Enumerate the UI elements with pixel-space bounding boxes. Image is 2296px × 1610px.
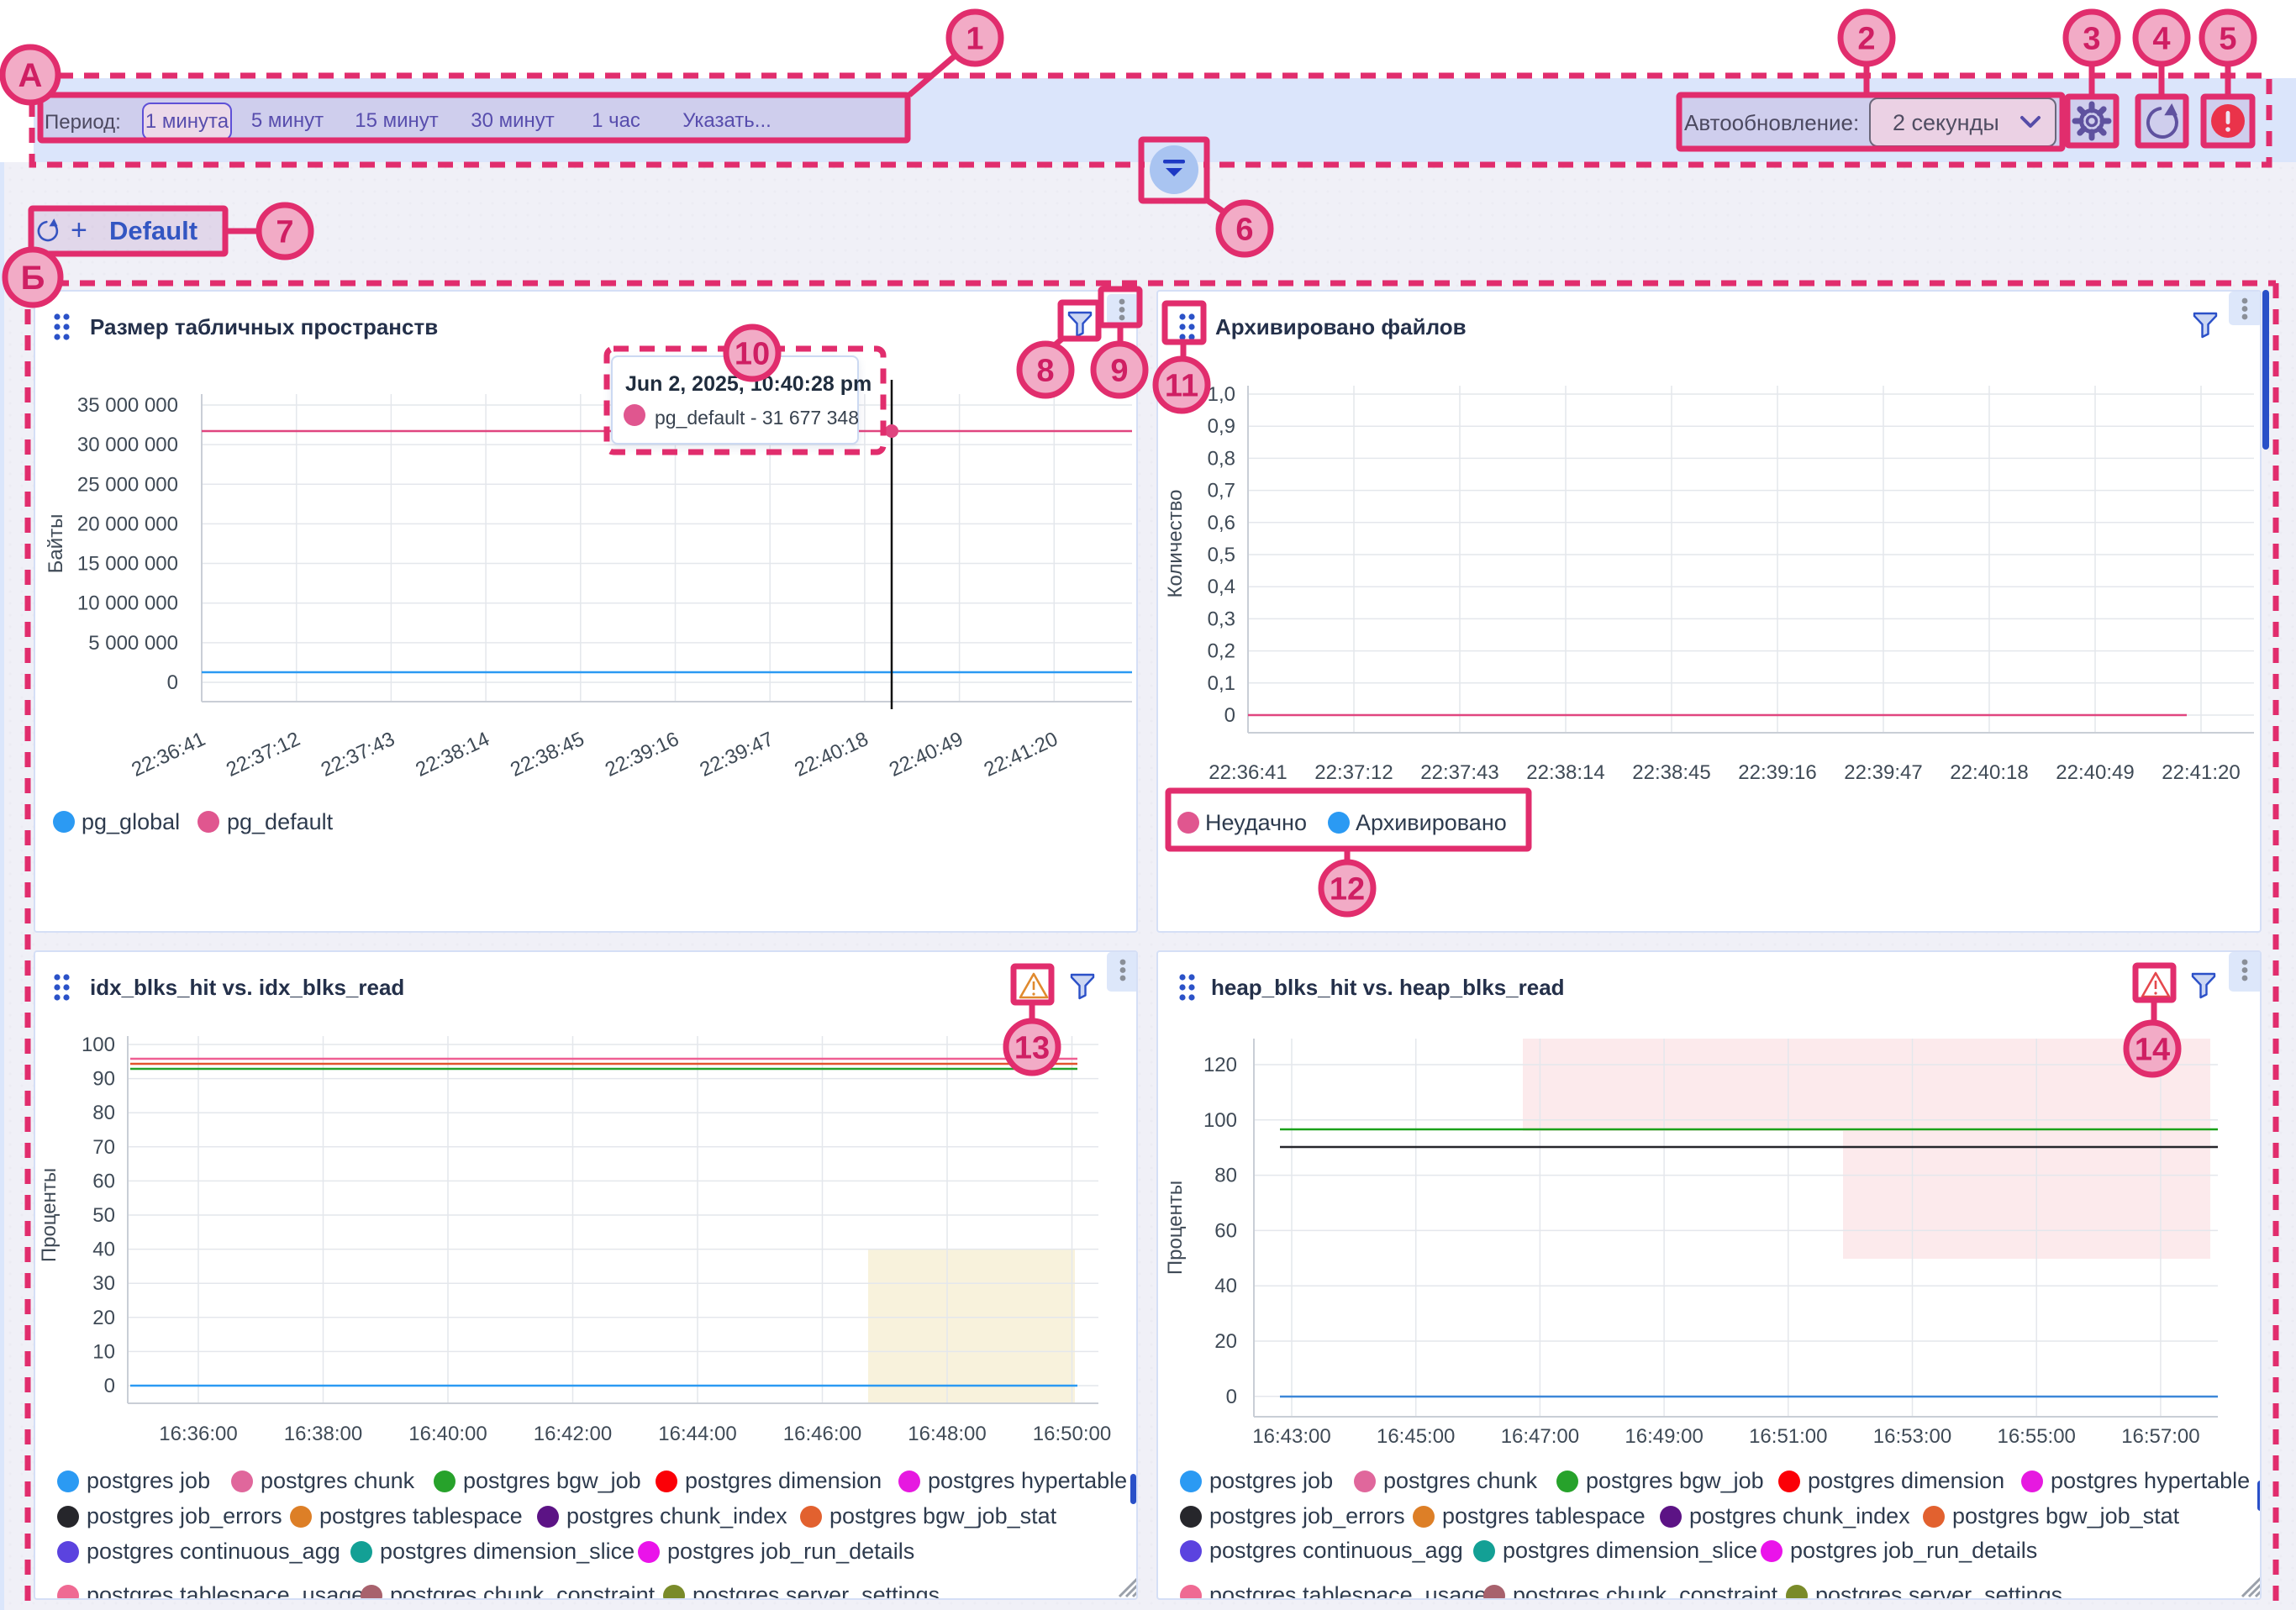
- svg-text:7: 7: [276, 214, 293, 250]
- svg-text:90: 90: [92, 1068, 115, 1091]
- svg-text:16:42:00: 16:42:00: [534, 1423, 612, 1445]
- svg-text:80: 80: [92, 1102, 115, 1124]
- svg-text:1: 1: [966, 21, 983, 56]
- svg-text:0,9: 0,9: [1208, 415, 1235, 438]
- svg-text:40: 40: [1214, 1275, 1237, 1297]
- svg-text:0: 0: [1224, 704, 1235, 727]
- svg-text:16:47:00: 16:47:00: [1501, 1425, 1579, 1448]
- svg-text:5 000 000: 5 000 000: [88, 632, 178, 655]
- svg-text:100: 100: [1203, 1109, 1237, 1132]
- svg-text:22:37:43: 22:37:43: [1420, 761, 1498, 784]
- svg-text:100: 100: [82, 1034, 115, 1056]
- svg-text:Байты: Байты: [45, 514, 67, 574]
- svg-text:22:37:12: 22:37:12: [1314, 761, 1393, 784]
- svg-text:0,8: 0,8: [1208, 447, 1235, 470]
- svg-text:1,0: 1,0: [1208, 383, 1235, 406]
- svg-text:10: 10: [735, 336, 770, 371]
- svg-text:120: 120: [1203, 1054, 1237, 1076]
- svg-text:60: 60: [1214, 1219, 1237, 1242]
- svg-text:9: 9: [1110, 353, 1128, 388]
- svg-text:16:51:00: 16:51:00: [1749, 1425, 1827, 1448]
- svg-text:30: 30: [92, 1272, 115, 1295]
- svg-text:22:39:47: 22:39:47: [1844, 761, 1922, 784]
- svg-text:25 000 000: 25 000 000: [77, 473, 178, 496]
- svg-text:22:38:14: 22:38:14: [1526, 761, 1604, 784]
- svg-text:16:53:00: 16:53:00: [1873, 1425, 1951, 1448]
- svg-text:14: 14: [2135, 1032, 2170, 1067]
- svg-text:10: 10: [92, 1340, 115, 1363]
- svg-text:20: 20: [1214, 1330, 1237, 1353]
- svg-text:16:38:00: 16:38:00: [284, 1423, 362, 1445]
- svg-text:16:43:00: 16:43:00: [1252, 1425, 1330, 1448]
- svg-text:70: 70: [92, 1136, 115, 1159]
- svg-text:0,7: 0,7: [1208, 480, 1235, 502]
- svg-text:3: 3: [2083, 21, 2100, 56]
- svg-text:22:40:18: 22:40:18: [1950, 761, 2028, 784]
- svg-text:15 000 000: 15 000 000: [77, 553, 178, 576]
- svg-text:40: 40: [92, 1239, 115, 1261]
- svg-text:20: 20: [92, 1307, 115, 1329]
- svg-text:0,4: 0,4: [1208, 576, 1235, 598]
- svg-text:0: 0: [104, 1375, 115, 1397]
- svg-text:0: 0: [167, 671, 178, 694]
- svg-text:0,6: 0,6: [1208, 512, 1235, 534]
- svg-text:22:39:16: 22:39:16: [1738, 761, 1816, 784]
- svg-text:6: 6: [1235, 212, 1253, 247]
- svg-text:80: 80: [1214, 1165, 1237, 1187]
- svg-text:Б: Б: [21, 260, 45, 297]
- svg-text:10 000 000: 10 000 000: [77, 592, 178, 615]
- svg-text:16:40:00: 16:40:00: [408, 1423, 487, 1445]
- svg-text:0,1: 0,1: [1208, 672, 1235, 695]
- svg-text:8: 8: [1036, 353, 1054, 388]
- svg-text:60: 60: [92, 1170, 115, 1192]
- svg-text:16:46:00: 16:46:00: [783, 1423, 861, 1445]
- svg-text:22:40:49: 22:40:49: [2056, 761, 2134, 784]
- svg-text:22:38:45: 22:38:45: [1632, 761, 1710, 784]
- svg-text:Проценты: Проценты: [38, 1168, 61, 1262]
- svg-text:А: А: [18, 57, 43, 94]
- svg-text:0,3: 0,3: [1208, 608, 1235, 630]
- svg-text:16:45:00: 16:45:00: [1377, 1425, 1455, 1448]
- svg-text:22:41:20: 22:41:20: [2162, 761, 2240, 784]
- svg-text:2: 2: [1857, 21, 1875, 56]
- svg-text:30 000 000: 30 000 000: [77, 434, 178, 456]
- svg-text:16:48:00: 16:48:00: [908, 1423, 986, 1445]
- svg-text:16:49:00: 16:49:00: [1625, 1425, 1703, 1448]
- svg-text:16:44:00: 16:44:00: [658, 1423, 736, 1445]
- svg-text:50: 50: [92, 1204, 115, 1227]
- svg-text:4: 4: [2152, 21, 2170, 56]
- svg-text:Количество: Количество: [1164, 490, 1187, 598]
- svg-text:35 000 000: 35 000 000: [77, 394, 178, 417]
- svg-text:0: 0: [1226, 1386, 1237, 1408]
- svg-text:16:57:00: 16:57:00: [2121, 1425, 2199, 1448]
- svg-text:11: 11: [1165, 368, 1198, 403]
- svg-text:22:36:41: 22:36:41: [1209, 761, 1287, 784]
- svg-text:12: 12: [1330, 871, 1365, 907]
- svg-text:Проценты: Проценты: [1164, 1181, 1187, 1275]
- svg-text:16:50:00: 16:50:00: [1033, 1423, 1111, 1445]
- svg-text:13: 13: [1014, 1030, 1050, 1065]
- svg-text:0,2: 0,2: [1208, 640, 1235, 663]
- svg-text:16:36:00: 16:36:00: [159, 1423, 237, 1445]
- svg-text:5: 5: [2219, 21, 2236, 56]
- svg-text:0,5: 0,5: [1208, 544, 1235, 566]
- svg-text:16:55:00: 16:55:00: [1997, 1425, 2075, 1448]
- svg-text:20 000 000: 20 000 000: [77, 513, 178, 535]
